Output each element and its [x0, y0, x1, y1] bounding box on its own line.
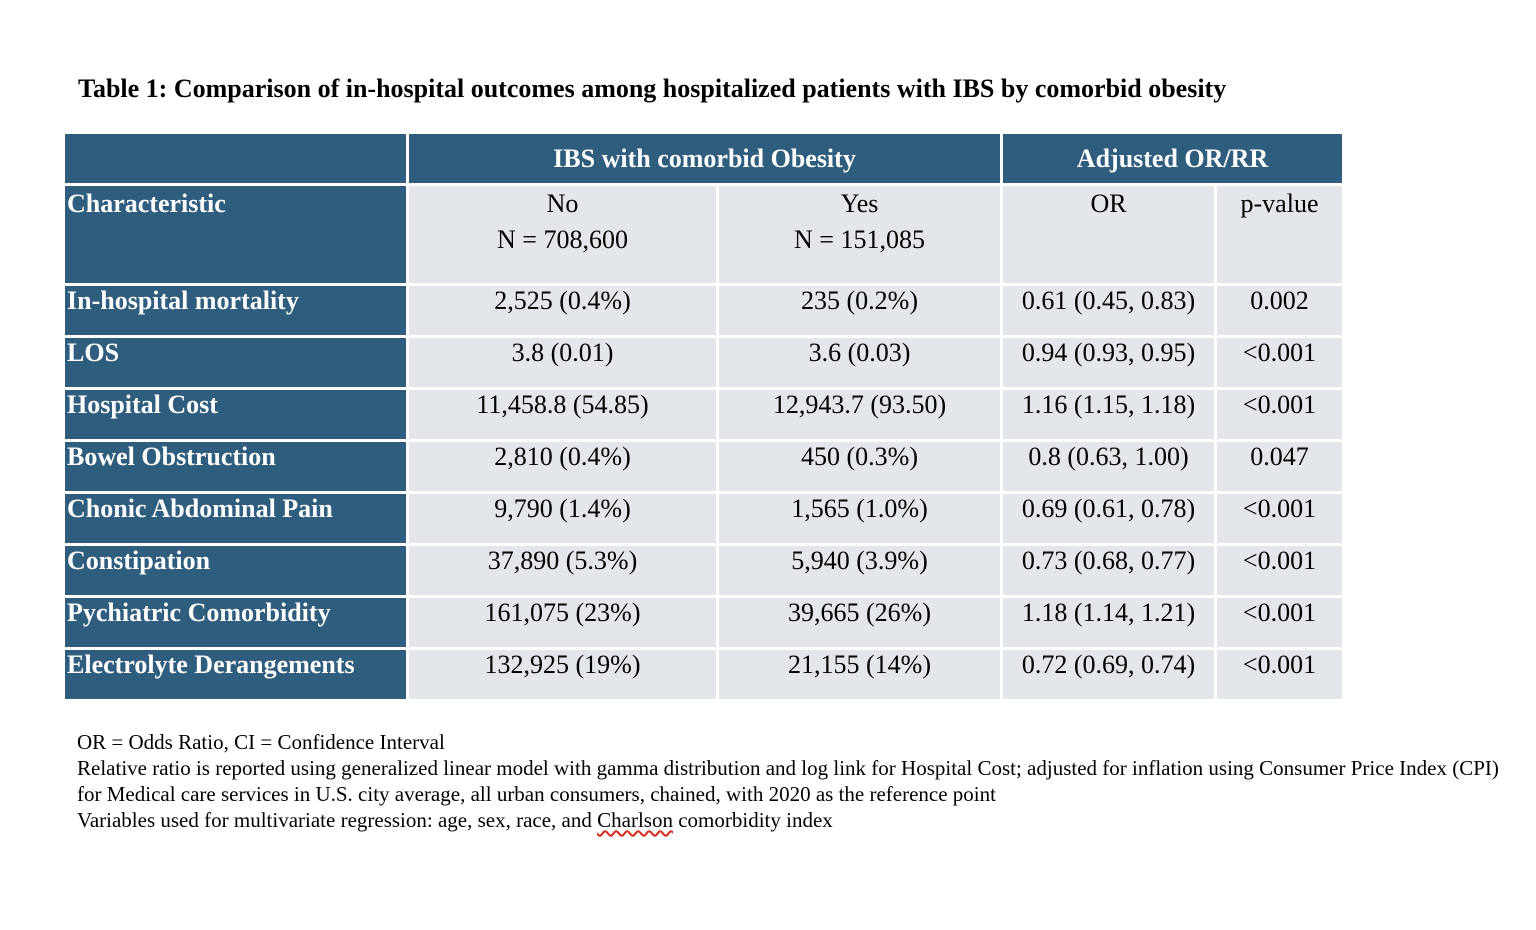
- cell-yes: 39,665 (26%): [716, 595, 1003, 650]
- column-header-yes-n: N = 151,085: [794, 225, 925, 254]
- cell-yes: 235 (0.2%): [716, 283, 1003, 338]
- cell-pvalue: <0.001: [1213, 335, 1346, 390]
- cell-pvalue: <0.001: [1213, 543, 1346, 598]
- table-row: LOS 3.8 (0.01) 3.6 (0.03) 0.94 (0.93, 0.95)…: [62, 335, 1346, 390]
- group-header-row: IBS with comorbid Obesity Adjusted OR/RR: [62, 131, 1346, 186]
- row-label: Hospital Cost: [62, 387, 409, 442]
- cell-no: 37,890 (5.3%): [406, 543, 719, 598]
- cell-or: 0.8 (0.63, 1.00): [1000, 439, 1217, 494]
- footnote-variables-suffix: comorbidity index: [672, 808, 833, 832]
- cell-no: 2,525 (0.4%): [406, 283, 719, 338]
- cell-or: 0.72 (0.69, 0.74): [1000, 647, 1217, 702]
- column-header-or: OR: [1000, 183, 1217, 286]
- spellcheck-flagged-word[interactable]: Charlson: [597, 808, 673, 832]
- column-header-row: Characteristic No N = 708,600 Yes N = 15…: [62, 183, 1346, 286]
- cell-pvalue: <0.001: [1213, 647, 1346, 702]
- row-label: In-hospital mortality: [62, 283, 409, 338]
- characteristic-header: Characteristic: [62, 183, 409, 286]
- row-label: Pychiatric Comorbidity: [62, 595, 409, 650]
- footnote-relative-ratio: Relative ratio is reported using general…: [77, 756, 1499, 806]
- group-header-adjusted: Adjusted OR/RR: [999, 131, 1346, 186]
- table-title: Table 1: Comparison of in-hospital outco…: [78, 74, 1227, 103]
- row-label: LOS: [62, 335, 409, 390]
- row-label: Bowel Obstruction: [62, 439, 409, 494]
- cell-yes: 21,155 (14%): [716, 647, 1003, 702]
- row-label: Chonic Abdominal Pain: [62, 491, 409, 546]
- cell-pvalue: <0.001: [1213, 491, 1346, 546]
- cell-pvalue: 0.002: [1213, 283, 1346, 338]
- cell-pvalue: <0.001: [1213, 595, 1346, 650]
- cell-yes: 5,940 (3.9%): [716, 543, 1003, 598]
- column-header-no-n: N = 708,600: [497, 225, 628, 254]
- column-header-no: No N = 708,600: [406, 183, 719, 286]
- cell-or: 0.73 (0.68, 0.77): [1000, 543, 1217, 598]
- cell-or: 0.94 (0.93, 0.95): [1000, 335, 1217, 390]
- footnotes: OR = Odds Ratio, CI = Confidence Interva…: [77, 729, 1527, 833]
- column-header-pvalue-label: p-value: [1240, 189, 1319, 218]
- column-header-pvalue: p-value: [1213, 183, 1346, 286]
- cell-no: 3.8 (0.01): [406, 335, 719, 390]
- cell-yes: 12,943.7 (93.50): [716, 387, 1003, 442]
- cell-or: 0.69 (0.61, 0.78): [1000, 491, 1217, 546]
- footnote-variables: Variables used for multivariate regressi…: [77, 807, 1527, 833]
- row-label: Constipation: [62, 543, 409, 598]
- cell-no: 9,790 (1.4%): [406, 491, 719, 546]
- cell-no: 161,075 (23%): [406, 595, 719, 650]
- column-header-yes-label: Yes: [840, 189, 879, 218]
- group-header-obesity: IBS with comorbid Obesity: [406, 131, 1003, 186]
- cell-yes: 1,565 (1.0%): [716, 491, 1003, 546]
- results-table: IBS with comorbid Obesity Adjusted OR/RR…: [62, 131, 1346, 702]
- table-row: Pychiatric Comorbidity 161,075 (23%) 39,66…: [62, 595, 1346, 650]
- cell-pvalue: <0.001: [1213, 387, 1346, 442]
- cell-no: 11,458.8 (54.85): [406, 387, 719, 442]
- table-row: Hospital Cost 11,458.8 (54.85) 12,943.7 (9…: [62, 387, 1346, 442]
- table-row: Constipation 37,890 (5.3%) 5,940 (3.9%) 0.7…: [62, 543, 1346, 598]
- table-row: Bowel Obstruction 2,810 (0.4%) 450 (0.3%) 0…: [62, 439, 1346, 494]
- table-body: In-hospital mortality 2,525 (0.4%) 235 (0.…: [62, 283, 1346, 702]
- cell-pvalue: 0.047: [1213, 439, 1346, 494]
- table-row: Chonic Abdominal Pain 9,790 (1.4%) 1,565 (…: [62, 491, 1346, 546]
- table-row: In-hospital mortality 2,525 (0.4%) 235 (0.…: [62, 283, 1346, 338]
- cell-no: 132,925 (19%): [406, 647, 719, 702]
- column-header-no-label: No: [546, 189, 579, 218]
- column-header-yes: Yes N = 151,085: [716, 183, 1003, 286]
- table-row: Electrolyte Derangements 132,925 (19%) 21,…: [62, 647, 1346, 702]
- cell-or: 1.18 (1.14, 1.21): [1000, 595, 1217, 650]
- cell-yes: 450 (0.3%): [716, 439, 1003, 494]
- cell-yes: 3.6 (0.03): [716, 335, 1003, 390]
- cell-no: 2,810 (0.4%): [406, 439, 719, 494]
- cell-or: 1.16 (1.15, 1.18): [1000, 387, 1217, 442]
- footnote-variables-prefix: Variables used for multivariate regressi…: [77, 808, 598, 832]
- column-header-or-label: OR: [1090, 189, 1127, 218]
- cell-or: 0.61 (0.45, 0.83): [1000, 283, 1217, 338]
- empty-header-cell: [62, 131, 409, 186]
- footnote-abbreviations: OR = Odds Ratio, CI = Confidence Interva…: [77, 730, 445, 754]
- row-label: Electrolyte Derangements: [62, 647, 409, 702]
